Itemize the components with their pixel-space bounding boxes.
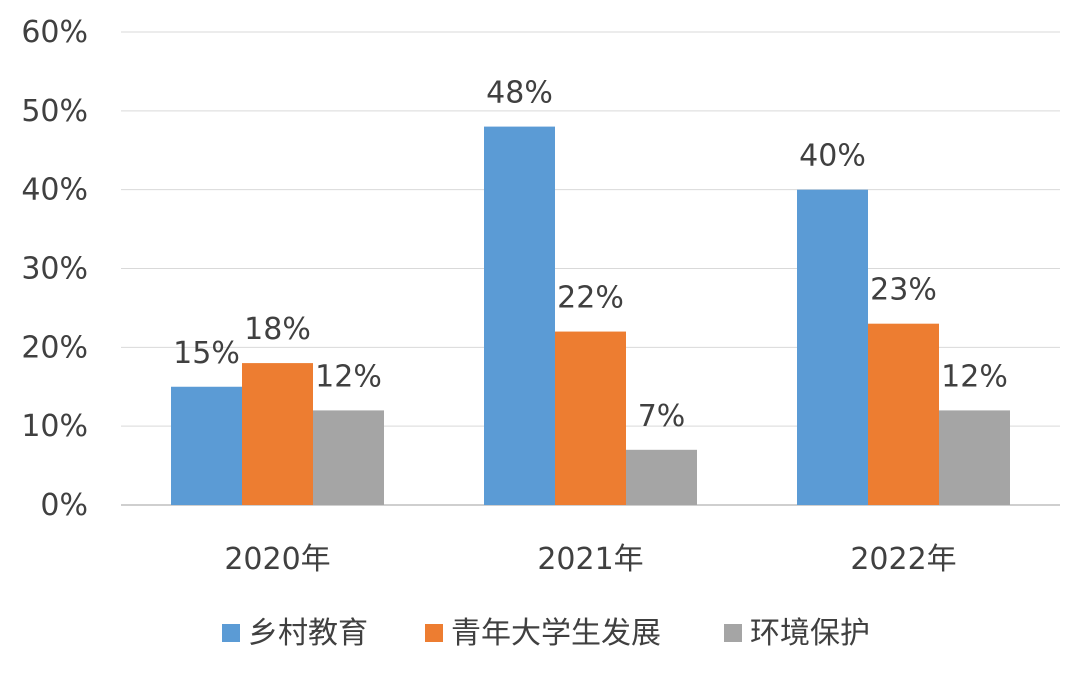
y-tick-label: 40% [21,173,88,208]
x-tick-label: 2020年 [224,542,330,577]
bars [171,126,1010,505]
data-label: 22% [557,281,624,316]
legend-label: 青年大学生发展 [451,616,661,651]
bar [626,449,697,505]
y-tick-label: 20% [21,330,88,365]
data-label: 40% [799,139,866,174]
x-axis: 2020年 2021年 2022年 [224,542,956,577]
bar [484,126,555,505]
y-tick-label: 50% [21,94,88,129]
data-label: 18% [244,312,311,347]
data-label: 15% [173,336,240,371]
x-tick-label: 2022年 [850,542,956,577]
data-label: 12% [315,359,382,394]
legend: 乡村教育 青年大学生发展 环境保护 [222,616,870,651]
y-axis: 0% 10% 20% 30% 40% 50% 60% [21,15,88,523]
y-tick-label: 0% [40,488,88,523]
legend-swatch [425,624,443,642]
bar [939,410,1010,505]
bar [313,410,384,505]
legend-swatch [724,624,742,642]
data-label: 7% [638,399,686,434]
y-tick-label: 10% [21,409,88,444]
bar [868,323,939,505]
bar [242,363,313,505]
x-tick-label: 2021年 [537,542,643,577]
data-label: 48% [486,76,553,111]
bar [555,331,626,505]
data-labels: 15%18%12%48%22%7%40%23%12% [173,76,1008,434]
bar [171,386,242,505]
legend-label: 乡村教育 [248,616,368,651]
legend-label: 环境保护 [750,616,870,651]
bar [797,189,868,505]
legend-swatch [222,624,240,642]
y-tick-label: 60% [21,15,88,50]
y-tick-label: 30% [21,252,88,287]
data-label: 12% [941,359,1008,394]
data-label: 23% [870,273,937,308]
